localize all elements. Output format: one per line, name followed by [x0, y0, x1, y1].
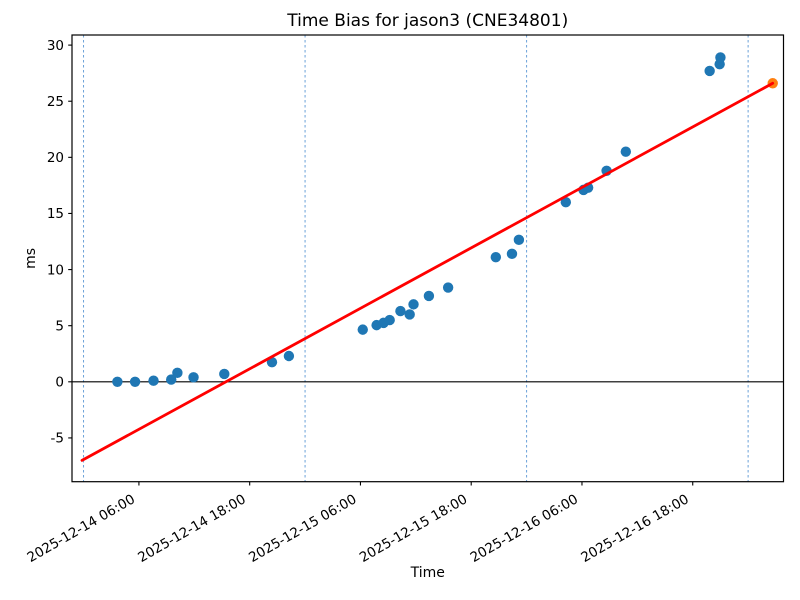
data-point — [166, 374, 177, 385]
data-point — [620, 146, 632, 157]
x-tick-label: 2025-12-14 18:00 — [135, 491, 248, 566]
y-tick-label: 0 — [55, 375, 64, 391]
data-point — [490, 252, 502, 263]
data-point — [129, 376, 141, 388]
x-tick-label: 2025-12-15 06:00 — [246, 491, 359, 566]
y-axis-label: ms — [23, 248, 39, 269]
x-tick-label: 2025-12-16 18:00 — [578, 491, 691, 566]
data-point — [506, 248, 518, 260]
y-tick-label: 20 — [47, 150, 64, 166]
data-point — [148, 375, 159, 386]
y-tick-label: 5 — [55, 318, 64, 334]
data-point — [423, 290, 435, 302]
plot-frame — [71, 34, 785, 483]
y-tick-label: 10 — [47, 262, 64, 278]
plot-background — [72, 35, 784, 482]
data-point — [408, 299, 419, 310]
fit-line — [80, 81, 775, 462]
data-point — [442, 282, 454, 293]
y-tick-label: 25 — [47, 94, 64, 110]
chart-marks — [72, 52, 784, 462]
data-point — [560, 197, 572, 208]
data-point — [188, 372, 199, 383]
x-tick-label: 2025-12-15 18:00 — [357, 491, 470, 566]
x-tick-label: 2025-12-14 06:00 — [25, 491, 138, 566]
data-point — [219, 368, 230, 380]
y-tick-label: 15 — [47, 206, 64, 222]
data-point — [357, 324, 368, 335]
y-tick-label: -5 — [51, 431, 64, 447]
plot-area — [72, 35, 784, 482]
plot-border — [71, 34, 785, 483]
x-tick-label: 2025-12-16 06:00 — [468, 491, 581, 566]
data-point — [112, 376, 123, 388]
x-axis-label: Time — [410, 565, 445, 581]
data-point — [384, 314, 395, 326]
chart-title: Time Bias for jason3 (CNE34801) — [286, 11, 568, 31]
data-point — [172, 367, 183, 379]
data-point — [404, 309, 415, 320]
day-boundary-gridlines — [83, 35, 749, 482]
data-point — [513, 234, 525, 246]
data-point — [283, 350, 295, 362]
data-point — [704, 65, 715, 77]
data-point — [395, 305, 406, 317]
data-point — [715, 52, 726, 63]
y-tick-label: 30 — [47, 38, 64, 54]
